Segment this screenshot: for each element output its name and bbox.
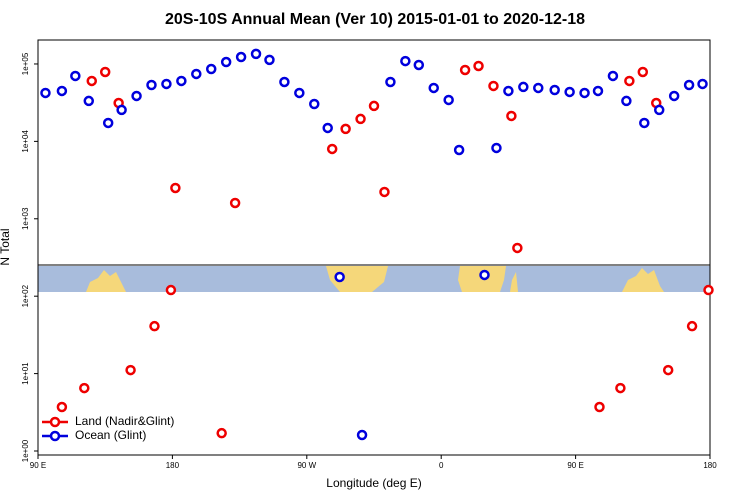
point bbox=[549, 84, 560, 96]
point bbox=[506, 110, 517, 122]
point bbox=[621, 95, 632, 107]
point bbox=[56, 85, 68, 97]
point bbox=[83, 95, 95, 107]
y-tick-label: 1e+04 bbox=[21, 130, 30, 153]
point bbox=[191, 68, 202, 80]
x-axis-label: Longitude (deg E) bbox=[326, 476, 421, 490]
point bbox=[686, 320, 698, 332]
point bbox=[488, 80, 499, 92]
x-tick-label: 90 E bbox=[567, 461, 583, 470]
land-shape bbox=[510, 272, 518, 292]
legend-marker bbox=[49, 416, 61, 428]
x-tick-label: 0 bbox=[439, 461, 444, 470]
point bbox=[116, 104, 127, 116]
point bbox=[368, 100, 380, 112]
point bbox=[205, 63, 217, 75]
x-tick-label: 90 E bbox=[30, 461, 46, 470]
point bbox=[683, 79, 695, 91]
point bbox=[662, 364, 674, 376]
point bbox=[479, 269, 490, 281]
point bbox=[703, 284, 714, 296]
point bbox=[503, 85, 514, 97]
point bbox=[533, 82, 544, 94]
point bbox=[70, 70, 81, 82]
point bbox=[99, 66, 111, 78]
point bbox=[146, 79, 157, 91]
land-shape bbox=[622, 268, 664, 292]
point bbox=[170, 182, 181, 194]
x-tick-label: 90 W bbox=[297, 461, 316, 470]
point bbox=[334, 271, 345, 283]
point bbox=[165, 284, 177, 296]
point bbox=[594, 401, 605, 413]
x-tick-label: 180 bbox=[703, 461, 717, 470]
point bbox=[340, 123, 351, 135]
point bbox=[428, 82, 439, 94]
point bbox=[443, 94, 454, 106]
point bbox=[624, 75, 635, 87]
point bbox=[355, 113, 366, 125]
point bbox=[279, 76, 290, 88]
plot-frame bbox=[37, 39, 711, 456]
y-tick-label: 1e+05 bbox=[21, 52, 30, 75]
point bbox=[653, 104, 665, 116]
point bbox=[473, 60, 484, 72]
x-tick-label: 180 bbox=[166, 461, 180, 470]
point bbox=[592, 85, 604, 97]
y-tick-label: 1e+02 bbox=[21, 284, 30, 307]
point bbox=[356, 429, 368, 441]
legend-marker bbox=[49, 430, 61, 442]
point bbox=[40, 87, 51, 99]
point bbox=[176, 75, 187, 87]
point bbox=[79, 382, 90, 394]
point bbox=[400, 55, 411, 67]
point bbox=[697, 78, 708, 90]
point bbox=[220, 56, 232, 68]
y-tick-label: 1e+01 bbox=[21, 362, 30, 385]
point bbox=[149, 320, 160, 332]
point bbox=[518, 81, 529, 93]
point bbox=[637, 66, 649, 78]
point bbox=[86, 75, 98, 87]
point bbox=[229, 197, 241, 209]
point bbox=[235, 51, 247, 63]
point bbox=[512, 242, 523, 254]
point bbox=[131, 90, 142, 102]
point bbox=[668, 90, 680, 102]
point bbox=[264, 54, 275, 66]
point bbox=[56, 401, 68, 413]
point bbox=[413, 59, 425, 71]
point bbox=[125, 364, 136, 376]
y-axis-label: N Total bbox=[0, 228, 12, 265]
y-tick-label: 1e+00 bbox=[21, 439, 30, 462]
legend-label: Land (Nadir&Glint) bbox=[75, 414, 174, 428]
point bbox=[309, 98, 320, 110]
point bbox=[453, 144, 465, 156]
map-strip bbox=[38, 264, 710, 292]
point bbox=[491, 142, 502, 154]
point bbox=[161, 78, 172, 90]
point bbox=[294, 87, 305, 99]
y-tick-label: 1e+03 bbox=[21, 207, 30, 230]
point bbox=[564, 86, 575, 98]
point bbox=[379, 186, 390, 198]
point bbox=[102, 117, 114, 129]
point bbox=[615, 382, 626, 394]
point bbox=[250, 48, 262, 60]
chart-title: 20S-10S Annual Mean (Ver 10) 2015-01-01 … bbox=[165, 11, 585, 28]
point bbox=[459, 64, 471, 76]
point bbox=[385, 76, 396, 88]
point bbox=[216, 427, 227, 439]
point bbox=[322, 122, 333, 134]
land-shape bbox=[86, 270, 126, 292]
legend-label: Ocean (Glint) bbox=[75, 428, 146, 442]
point bbox=[326, 143, 338, 155]
point bbox=[579, 87, 590, 99]
point bbox=[607, 70, 619, 82]
point bbox=[639, 117, 650, 129]
